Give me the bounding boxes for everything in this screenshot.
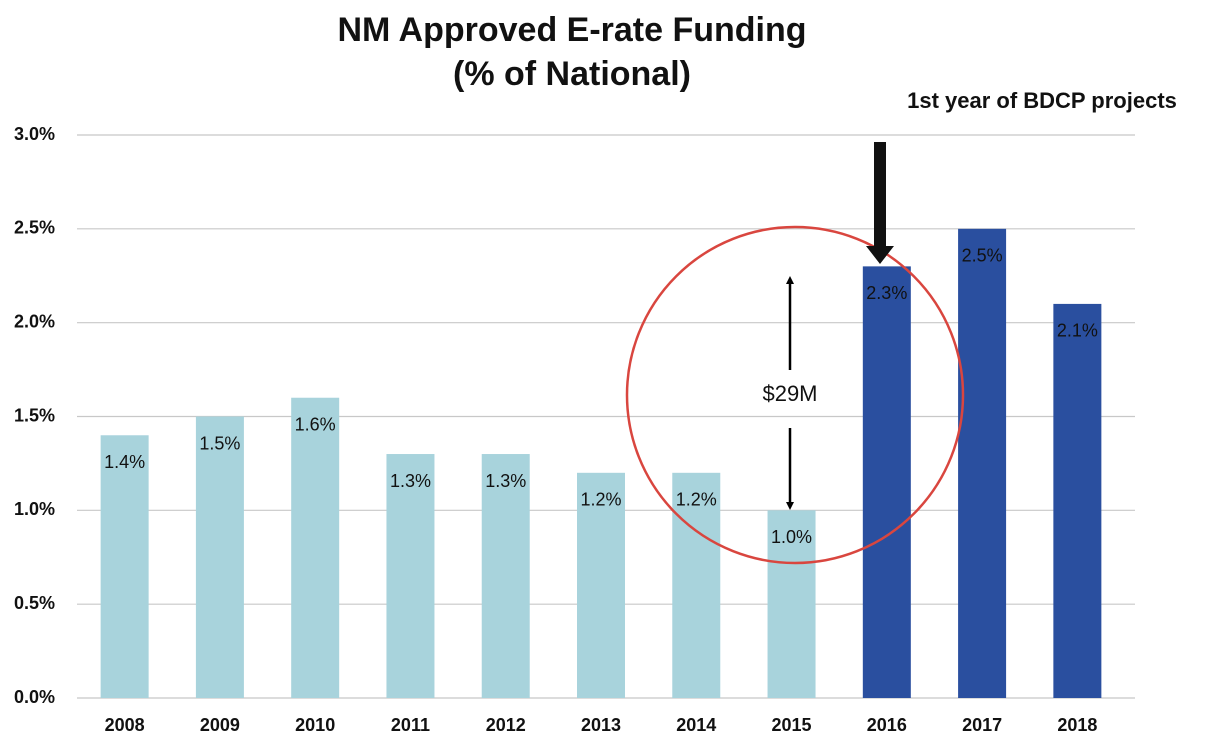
value-label: 1.2% <box>580 490 621 510</box>
bar <box>577 472 625 698</box>
value-label: 1.3% <box>390 471 431 491</box>
x-tick-label: 2016 <box>867 715 907 735</box>
value-label: 1.2% <box>676 490 717 510</box>
value-label: 1.4% <box>104 452 145 472</box>
bar <box>958 228 1007 699</box>
y-tick-label: 0.5% <box>14 593 55 613</box>
value-label: 1.3% <box>485 471 526 491</box>
y-tick-label: 0.0% <box>14 687 55 707</box>
y-tick-label: 1.0% <box>14 499 55 519</box>
chart-title: NM Approved E-rate Funding <box>337 11 806 49</box>
bar <box>195 416 244 698</box>
bar <box>291 397 340 698</box>
annotation: 1st year of BDCP projects <box>907 88 1177 113</box>
x-tick-label: 2015 <box>772 715 812 735</box>
value-label: 1.6% <box>295 414 336 434</box>
value-label: 2.3% <box>866 283 907 303</box>
y-tick-label: 3.0% <box>14 124 55 144</box>
x-tick-label: 2013 <box>581 715 621 735</box>
plot: 0.0% 0.5% 1.0% 1.5% 2.0% 2.5% 3.0% 1.4% 2008 1.5%… <box>14 124 1135 735</box>
x-tick-label: 2012 <box>486 715 526 735</box>
bar <box>672 472 721 698</box>
bar <box>767 510 816 698</box>
highlight-circle <box>625 225 965 565</box>
value-label: 1.5% <box>199 433 240 453</box>
x-tick-label: 2010 <box>295 715 335 735</box>
x-tick-label: 2014 <box>676 715 716 735</box>
bar <box>100 435 149 698</box>
chart-subtitle: (% of National) <box>453 55 691 93</box>
x-tick-label: 2018 <box>1057 715 1097 735</box>
value-label: 1.0% <box>771 527 812 547</box>
x-tick-label: 2017 <box>962 715 1002 735</box>
pointer-shaft <box>874 142 886 248</box>
x-tick-label: 2008 <box>105 715 145 735</box>
annotation: $29M <box>762 381 817 406</box>
bar <box>1053 303 1102 698</box>
annotations: 1st year of BDCP projects $29M <box>625 88 1177 565</box>
bar <box>386 454 435 698</box>
value-label: 2.5% <box>962 246 1003 266</box>
y-tick-label: 1.5% <box>14 405 55 425</box>
x-tick-label: 2009 <box>200 715 240 735</box>
y-tick-label: 2.5% <box>14 218 55 238</box>
x-tick-label: 2011 <box>391 715 430 735</box>
y-tick-label: 2.0% <box>14 311 55 331</box>
bar <box>481 454 530 698</box>
bar <box>862 266 911 698</box>
value-label: 2.1% <box>1057 321 1098 341</box>
pointer-head <box>866 246 894 264</box>
